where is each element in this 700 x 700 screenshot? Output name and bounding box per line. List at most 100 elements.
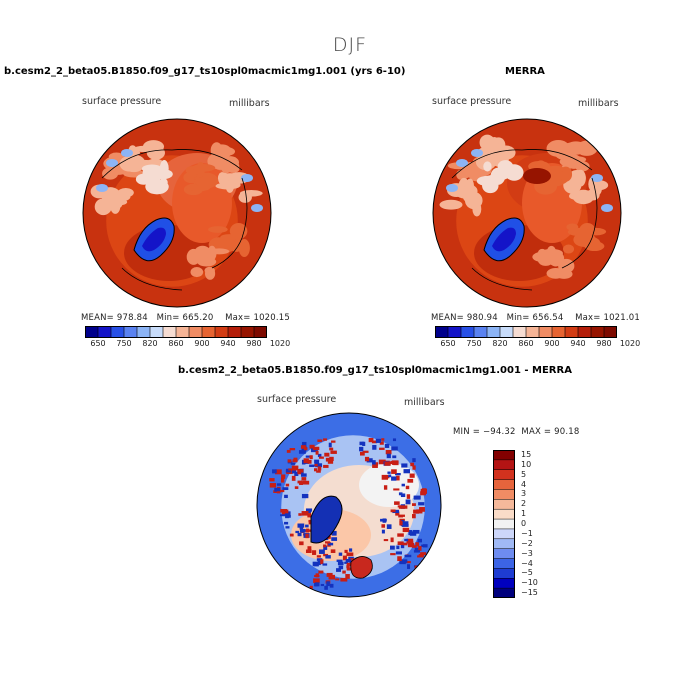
colorbar-swatch: [137, 326, 151, 338]
diff-polar-map: [256, 412, 442, 598]
colorbar-tick: 10: [521, 459, 532, 469]
colorbar-swatch: [124, 326, 138, 338]
obs-polar-map: [432, 118, 622, 308]
obs-max-value: 1021.01: [603, 313, 641, 323]
colorbar-tick: 650: [440, 339, 456, 348]
colorbar-swatch: [189, 326, 203, 338]
model-mean-value: 978.84: [116, 313, 148, 323]
obs-colorbar-ticks: 650 750 820 860 900 940 980 1020: [422, 339, 640, 351]
colorbar-tick: 3: [521, 489, 527, 499]
diff-variable-label: surface pressure: [257, 394, 337, 405]
colorbar-swatch: [493, 578, 515, 589]
model-min-value: 665.20: [182, 313, 214, 323]
model-mean-label: MEAN=: [81, 313, 114, 323]
colorbar-swatch: [461, 326, 475, 338]
colorbar-swatch: [493, 568, 515, 579]
obs-colorbar: [435, 326, 617, 338]
page-title: DJF: [332, 34, 368, 56]
colorbar-swatch: [202, 326, 216, 338]
colorbar-swatch: [493, 489, 515, 500]
obs-panel-title: MERRA: [505, 66, 545, 77]
colorbar-swatch: [176, 326, 190, 338]
colorbar-swatch: [474, 326, 488, 338]
colorbar-swatch: [591, 326, 605, 338]
colorbar-swatch: [493, 509, 515, 520]
colorbar-swatch: [526, 326, 540, 338]
colorbar-swatch: [493, 528, 515, 540]
model-panel-title: b.cesm2_2_beta05.B1850.f09_g17_ts10spl0m…: [4, 66, 406, 77]
colorbar-swatch: [493, 519, 515, 530]
colorbar-swatch: [493, 538, 515, 549]
colorbar-swatch: [493, 588, 515, 598]
colorbar-tick: 860: [518, 339, 534, 348]
obs-min-label: Min=: [506, 313, 530, 323]
model-polar-map: [82, 118, 272, 308]
colorbar-tick: −10: [521, 578, 538, 588]
colorbar-tick: 980: [246, 339, 262, 348]
colorbar-tick: 1020: [619, 339, 641, 348]
diff-units-label: millibars: [404, 397, 445, 408]
colorbar-swatch: [85, 326, 99, 338]
colorbar-tick: 15: [521, 450, 532, 459]
colorbar-tick: 820: [142, 339, 158, 348]
colorbar-tick: 1: [521, 509, 527, 519]
colorbar-swatch: [493, 479, 515, 490]
colorbar-tick: 4: [521, 479, 527, 489]
diff-max-value: 90.18: [554, 427, 580, 437]
obs-mean-label: MEAN=: [431, 313, 464, 323]
colorbar-tick: 650: [90, 339, 106, 348]
colorbar-tick: 0: [521, 519, 527, 529]
colorbar-tick: −2: [521, 538, 533, 548]
colorbar-swatch: [578, 326, 592, 338]
obs-units-label: millibars: [578, 98, 619, 109]
colorbar-swatch: [493, 548, 515, 559]
colorbar-tick: 900: [544, 339, 560, 348]
diff-max-label: MAX =: [521, 427, 552, 437]
colorbar-tick: 860: [168, 339, 184, 348]
colorbar-tick: −4: [521, 558, 533, 568]
colorbar-swatch: [241, 326, 255, 338]
colorbar-tick: 900: [194, 339, 210, 348]
obs-variable-label: surface pressure: [432, 96, 512, 107]
colorbar-tick: 940: [570, 339, 586, 348]
colorbar-tick: 940: [220, 339, 236, 348]
model-stats: MEAN= 978.84 Min= 665.20 Max= 1020.15: [81, 313, 290, 323]
colorbar-swatch: [500, 326, 514, 338]
colorbar-tick: −5: [521, 568, 533, 578]
colorbar-tick: −3: [521, 548, 533, 558]
model-colorbar: [85, 326, 267, 338]
obs-max-label: Max=: [575, 313, 601, 323]
diff-panel-title: b.cesm2_2_beta05.B1850.f09_g17_ts10spl0m…: [178, 365, 572, 376]
colorbar-tick: 5: [521, 469, 527, 479]
colorbar-swatch: [493, 558, 515, 569]
colorbar-swatch: [215, 326, 229, 338]
colorbar-swatch: [448, 326, 462, 338]
colorbar-swatch: [435, 326, 449, 338]
obs-mean-value: 980.94: [466, 313, 498, 323]
model-variable-label: surface pressure: [82, 96, 162, 107]
diff-colorbar: [493, 450, 515, 598]
colorbar-swatch: [493, 469, 515, 480]
colorbar-swatch: [150, 326, 164, 338]
colorbar-swatch: [493, 459, 515, 471]
diff-colorbar-ticks: 15 10 5 4 3 2 1 0 −1 −2 −3 −4 −5 −10 −15: [521, 449, 561, 604]
colorbar-swatch: [565, 326, 579, 338]
obs-min-value: 656.54: [532, 313, 564, 323]
model-max-value: 1020.15: [253, 313, 291, 323]
colorbar-swatch: [228, 326, 242, 338]
colorbar-tick: 820: [492, 339, 508, 348]
colorbar-swatch: [552, 326, 566, 338]
colorbar-swatch: [98, 326, 112, 338]
colorbar-swatch: [254, 326, 267, 338]
colorbar-tick: 1020: [269, 339, 291, 348]
colorbar-swatch: [493, 450, 515, 461]
diff-min-value: −94.32: [482, 427, 516, 437]
colorbar-swatch: [604, 326, 617, 338]
colorbar-tick: −1: [521, 528, 533, 538]
model-colorbar-ticks: 650 750 820 860 900 940 980 1020: [72, 339, 290, 351]
colorbar-swatch: [111, 326, 125, 338]
colorbar-tick: 980: [596, 339, 612, 348]
colorbar-swatch: [493, 499, 515, 510]
colorbar-tick: 750: [116, 339, 132, 348]
colorbar-swatch: [513, 326, 527, 338]
